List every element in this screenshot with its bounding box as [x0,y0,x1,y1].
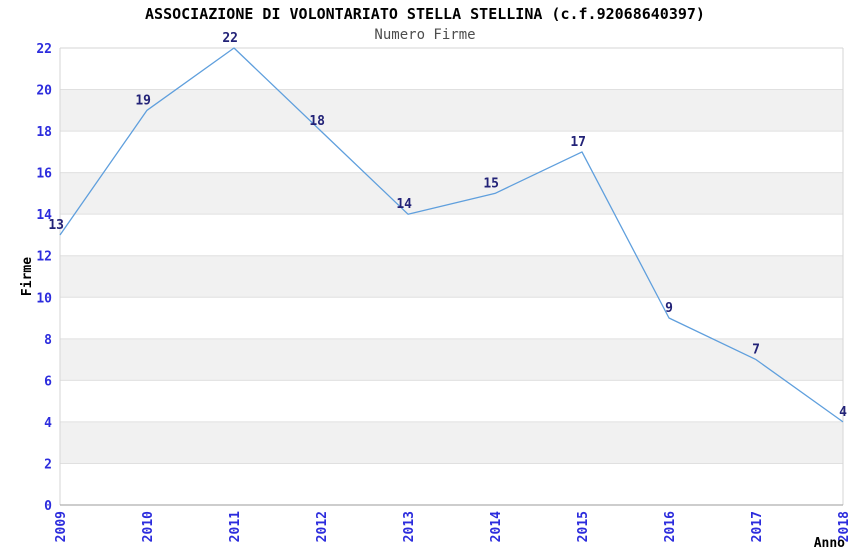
x-tick-label: 2010 [141,511,156,542]
data-point-label: 18 [309,114,325,129]
x-tick-label: 2012 [315,511,330,542]
x-tick-label: 2017 [750,511,765,542]
data-point-label: 15 [483,176,499,191]
y-tick-label: 12 [36,250,52,265]
data-point-label: 7 [752,343,760,358]
data-point-label: 13 [48,218,64,233]
plot-bands [60,89,843,464]
x-tick-label: 2016 [663,511,678,542]
y-tick-label: 2 [44,457,52,472]
data-point-label: 19 [135,93,151,108]
chart-title: ASSOCIAZIONE DI VOLONTARIATO STELLA STEL… [145,5,705,23]
plot-band [60,89,843,132]
x-axis-tick-labels: 2009 2010 2011 2012 2013 2014 2015 2016 2017 2018 [54,511,850,542]
x-tick-label: 2018 [837,511,850,542]
line-series [59,47,844,423]
y-tick-label: 8 [44,333,52,348]
data-point-label: 14 [396,197,412,212]
chart-subtitle: Numero Firme [374,27,476,43]
data-point-label: 22 [222,31,238,46]
y-axis-tick-labels: 0 2 4 6 8 10 12 14 16 18 20 22 [36,42,52,514]
y-tick-label: 22 [36,42,52,57]
y-tick-label: 16 [36,167,52,182]
y-tick-label: 18 [36,125,52,140]
plot-band [60,421,843,464]
data-point-label: 4 [839,405,847,420]
y-tick-label: 0 [44,499,52,514]
x-tick-label: 2009 [54,511,69,542]
plot-band [60,255,843,298]
x-tick-label: 2015 [576,511,591,542]
series-line [59,47,844,423]
x-tick-label: 2013 [402,511,417,542]
x-axis-label: Anno [814,536,845,550]
plot-band [60,172,843,215]
y-tick-label: 4 [44,416,52,431]
data-point-label: 9 [665,301,673,316]
x-tick-label: 2014 [489,511,504,542]
point-labels: 13 19 22 18 14 15 17 9 7 4 [48,31,847,420]
data-point-label: 17 [570,135,586,150]
plot-borders [59,47,844,506]
y-tick-label: 14 [36,208,52,223]
y-axis-label: Firme [20,257,35,296]
y-tick-label: 6 [44,374,52,389]
y-tick-label: 10 [36,291,52,306]
plot-band [60,338,843,381]
x-tick-label: 2011 [228,511,243,542]
y-tick-label: 20 [36,84,52,99]
